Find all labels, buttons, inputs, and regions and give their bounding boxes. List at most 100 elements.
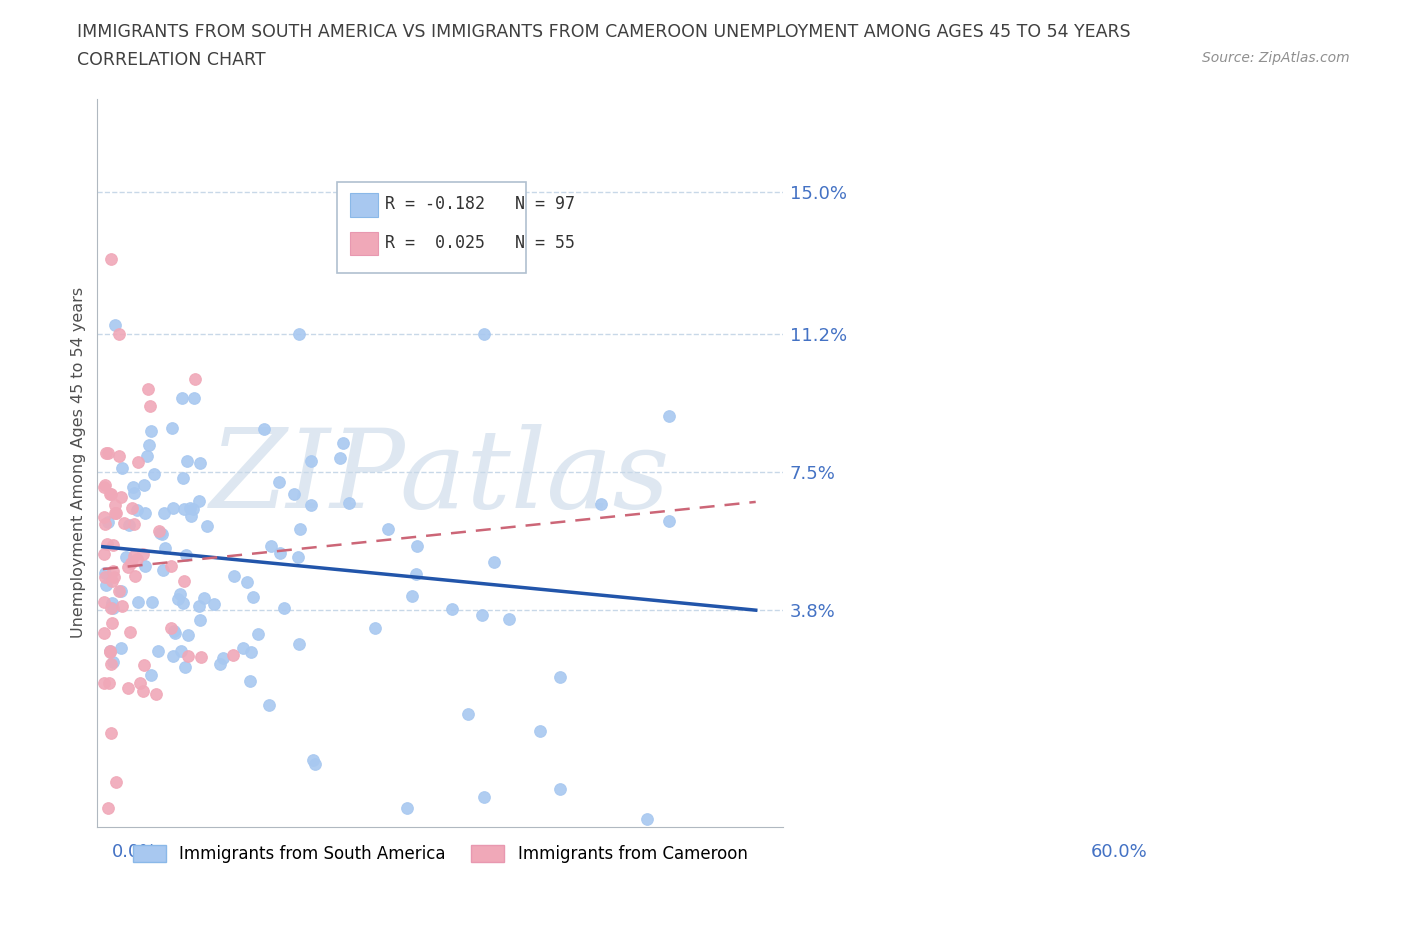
Point (132, 684, 155, 698)
Point (471, 607, 494, 622)
Point (176, 454, 198, 469)
Point (127, 455, 149, 470)
Point (179, 500, 201, 515)
Point (222, 647, 245, 662)
Point (498, 611, 520, 626)
Point (174, 659, 197, 674)
Text: CORRELATION CHART: CORRELATION CHART (77, 51, 266, 69)
Point (211, 651, 233, 666)
Point (115, 549, 138, 564)
Point (658, 408, 681, 423)
Point (159, 559, 181, 574)
Point (302, 752, 325, 767)
Point (94, 445, 117, 460)
Point (188, 456, 211, 471)
Point (93, 626, 115, 641)
Point (209, 657, 232, 671)
Point (117, 560, 139, 575)
Point (332, 435, 354, 450)
Text: Source: ZipAtlas.com: Source: ZipAtlas.com (1202, 51, 1350, 65)
Point (165, 625, 187, 640)
Point (155, 540, 177, 555)
Point (100, 574, 122, 589)
Point (97, 445, 120, 460)
Point (269, 546, 291, 561)
Point (240, 644, 263, 659)
Point (100, 252, 122, 267)
Point (139, 423, 162, 438)
Point (181, 501, 204, 516)
Y-axis label: Unemployment Among Ages 45 to 54 years: Unemployment Among Ages 45 to 54 years (72, 287, 86, 638)
Point (108, 326, 131, 341)
Point (93, 477, 115, 492)
Point (188, 613, 211, 628)
Point (163, 623, 186, 638)
Point (183, 391, 205, 405)
Point (125, 551, 148, 566)
Point (104, 506, 127, 521)
Point (202, 596, 225, 611)
Point (134, 558, 156, 573)
Point (118, 517, 141, 532)
Point (337, 496, 360, 511)
Point (98, 675, 121, 690)
Point (129, 675, 152, 690)
Point (273, 601, 295, 616)
Point (101, 601, 124, 616)
Point (160, 621, 183, 636)
Point (173, 574, 195, 589)
Point (122, 485, 145, 500)
Point (529, 724, 551, 738)
Point (283, 486, 305, 501)
Point (188, 599, 211, 614)
Point (548, 670, 571, 684)
Point (146, 644, 169, 658)
Point (108, 583, 131, 598)
Point (103, 564, 125, 578)
Point (299, 454, 322, 469)
Point (110, 584, 132, 599)
Point (224, 568, 246, 583)
Point (93, 510, 115, 525)
Point (103, 538, 125, 552)
Point (190, 649, 212, 664)
Point (259, 539, 281, 554)
Point (149, 525, 172, 540)
Point (100, 601, 122, 616)
Point (110, 489, 132, 504)
Point (152, 563, 174, 578)
Point (405, 538, 427, 553)
Legend: Immigrants from South America, Immigrants from Cameroon: Immigrants from South America, Immigrant… (127, 838, 754, 870)
Point (127, 594, 149, 609)
Point (97, 801, 120, 816)
Point (162, 500, 184, 515)
Point (253, 421, 276, 436)
Point (173, 501, 195, 516)
Point (136, 449, 159, 464)
Point (172, 595, 194, 610)
Point (138, 438, 160, 453)
Point (101, 616, 124, 631)
Point (117, 681, 139, 696)
Point (193, 591, 215, 605)
Point (169, 587, 191, 602)
Point (122, 548, 145, 563)
Point (104, 498, 127, 512)
Point (139, 398, 162, 413)
Point (287, 550, 309, 565)
Text: 60.0%: 60.0% (1091, 843, 1147, 861)
Text: ZIPatlas: ZIPatlas (209, 423, 671, 531)
Point (96, 537, 118, 551)
Point (405, 566, 427, 581)
Point (101, 654, 124, 669)
Point (132, 658, 155, 672)
Point (242, 590, 264, 604)
Point (93, 675, 115, 690)
Point (484, 554, 506, 569)
Point (195, 518, 218, 533)
Point (441, 602, 464, 617)
Point (100, 726, 122, 741)
Point (299, 498, 322, 512)
Point (121, 501, 143, 516)
Point (124, 516, 146, 531)
